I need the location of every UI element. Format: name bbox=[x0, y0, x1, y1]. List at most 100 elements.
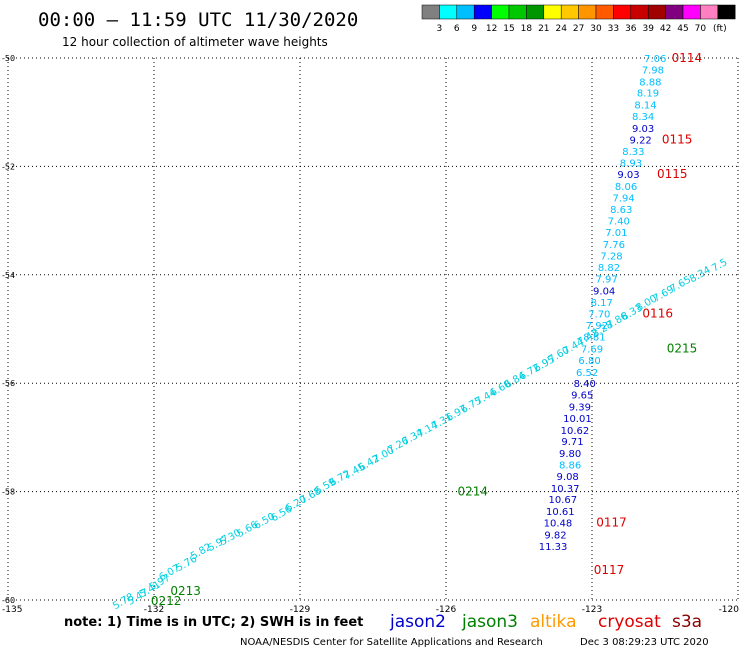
data-label-jason2: 10.67 bbox=[548, 495, 577, 506]
colorbar-label: 70 bbox=[695, 24, 707, 34]
legend-altika: altika bbox=[530, 612, 577, 632]
colorbar-label: 39 bbox=[642, 24, 654, 34]
colorbar-swatch bbox=[421, 4, 440, 20]
data-label-s3a: 7.70 bbox=[588, 309, 610, 320]
data-label-jason2: 9.80 bbox=[559, 449, 581, 460]
y-tick-label: -58 bbox=[2, 488, 15, 497]
data-label-altika: 8.06 bbox=[615, 182, 637, 193]
x-tick-label: -126 bbox=[436, 605, 457, 615]
data-label-jason2: 9.04 bbox=[593, 287, 615, 298]
data-label-altika: 7.92 bbox=[586, 321, 608, 332]
data-label-jason2: 9.82 bbox=[544, 530, 566, 541]
data-label-altika: 7.76 bbox=[603, 240, 625, 251]
colorbar-swatch bbox=[717, 4, 736, 20]
x-axis-ticks: -135 -132 -129 -126 -123 -120 bbox=[2, 605, 739, 615]
colorbar-swatch bbox=[456, 4, 475, 20]
colorbar: 3 6 9 12 15 18 21 24 27 30 33 36 39 42 45 70 (ft) bbox=[421, 4, 736, 34]
time-label: 0115 bbox=[657, 167, 688, 181]
y-tick-label: -56 bbox=[2, 379, 15, 388]
chart-subtitle: 12 hour collection of altimeter wave hei… bbox=[62, 35, 328, 49]
time-label: 0212 bbox=[151, 594, 182, 608]
colorbar-swatch bbox=[665, 4, 684, 20]
data-label-jason2: 9.65 bbox=[571, 391, 593, 402]
data-label-jason2: 9.71 bbox=[561, 437, 583, 448]
data-label-jason2: 9.03 bbox=[632, 124, 654, 135]
colorbar-label: 9 bbox=[471, 24, 477, 34]
time-label: 0215 bbox=[667, 342, 698, 356]
time-label: 0115 bbox=[662, 132, 693, 146]
x-tick-label: -123 bbox=[582, 605, 602, 615]
time-label: 0116 bbox=[642, 306, 673, 320]
time-label: 0214 bbox=[457, 485, 488, 499]
colorbar-label: 18 bbox=[521, 24, 533, 34]
data-label-jason2: 10.37 bbox=[551, 484, 580, 495]
data-label-s3a: 8.86 bbox=[559, 461, 581, 472]
colorbar-swatch bbox=[439, 4, 458, 20]
data-label-jason2: 10.62 bbox=[561, 426, 590, 437]
colorbar-swatch bbox=[700, 4, 719, 20]
data-label-altika: 8.93 bbox=[620, 159, 642, 170]
colorbar-label: 33 bbox=[608, 24, 619, 34]
colorbar-label: 15 bbox=[503, 24, 514, 34]
data-label-altika: 8.81 bbox=[583, 333, 605, 344]
plot-frame bbox=[8, 58, 738, 600]
footer-credit: NOAA/NESDIS Center for Satellite Applica… bbox=[240, 637, 543, 648]
time-label: 0117 bbox=[596, 515, 627, 529]
data-label-jason2: 9.22 bbox=[630, 135, 652, 146]
colorbar-label: 42 bbox=[660, 24, 671, 34]
colorbar-swatch bbox=[543, 4, 562, 20]
colorbar-label: 27 bbox=[573, 24, 584, 34]
legend-cryosat: cryosat bbox=[598, 612, 661, 632]
data-label-altika: 7.40 bbox=[608, 217, 630, 228]
data-label-altika: 8.82 bbox=[598, 263, 620, 274]
data-label-altika: 8.34 bbox=[632, 112, 654, 123]
legend-s3a: s3a bbox=[672, 612, 702, 632]
colorbar-label: 24 bbox=[555, 24, 567, 34]
data-label-jason2: 9.39 bbox=[569, 403, 591, 414]
colorbar-swatch bbox=[491, 4, 510, 20]
data-label-altika: 8.14 bbox=[634, 101, 656, 112]
time-label: 0213 bbox=[170, 584, 201, 598]
data-label-altika: 8.88 bbox=[639, 77, 661, 88]
data-label-altika: 7.28 bbox=[600, 251, 622, 262]
data-label-altika: 8.33 bbox=[622, 147, 644, 158]
colorbar-swatch bbox=[647, 4, 666, 20]
colorbar-swatch bbox=[526, 4, 545, 20]
colorbar-swatch bbox=[560, 4, 579, 20]
colorbar-swatch bbox=[613, 4, 632, 20]
colorbar-label: 45 bbox=[677, 24, 688, 34]
data-label-altika: 7.69 bbox=[581, 345, 603, 356]
colorbar-swatch bbox=[508, 4, 527, 20]
time-label: 0114 bbox=[672, 51, 703, 65]
data-label-altika: 8.17 bbox=[591, 298, 613, 309]
y-tick-label: -50 bbox=[2, 54, 15, 63]
colorbar-swatch bbox=[578, 4, 597, 20]
colorbar-label: 3 bbox=[437, 24, 443, 34]
data-label-altika: 7.01 bbox=[605, 228, 627, 239]
data-label-jason2: 9.03 bbox=[617, 170, 639, 181]
y-axis-ticks: -50 -52 -54 -56 -58 -60 bbox=[2, 54, 15, 605]
data-label-altika: 6.80 bbox=[578, 356, 600, 367]
footer-note: note: 1) Time is in UTC; 2) SWH is in fe… bbox=[64, 615, 363, 630]
colorbar-swatch bbox=[682, 4, 701, 20]
grid bbox=[7, 57, 739, 601]
y-tick-label: -54 bbox=[2, 271, 15, 280]
colorbar-label: 6 bbox=[454, 24, 460, 34]
data-label-jason2: 11.33 bbox=[539, 542, 568, 553]
footer-timestamp: Dec 3 08:29:23 UTC 2020 bbox=[580, 637, 709, 648]
chart-title: 00:00 – 11:59 UTC 11/30/2020 bbox=[38, 9, 358, 31]
data-label-altika: 6.52 bbox=[576, 368, 598, 379]
data-label-altika: 7.97 bbox=[595, 275, 617, 286]
x-tick-label: -135 bbox=[2, 605, 22, 615]
colorbar-label: 30 bbox=[590, 24, 602, 34]
data-label-jason2: 10.01 bbox=[563, 414, 592, 425]
data-label-jason2: 9.08 bbox=[557, 472, 579, 483]
colorbar-swatch bbox=[473, 4, 492, 20]
data-label-jason2: 10.48 bbox=[544, 518, 573, 529]
y-tick-label: -60 bbox=[2, 596, 15, 605]
data-label-jason2: 8.40 bbox=[574, 379, 596, 390]
time-label: 0117 bbox=[594, 563, 625, 577]
data-label-altika: 7.06 bbox=[644, 54, 666, 65]
